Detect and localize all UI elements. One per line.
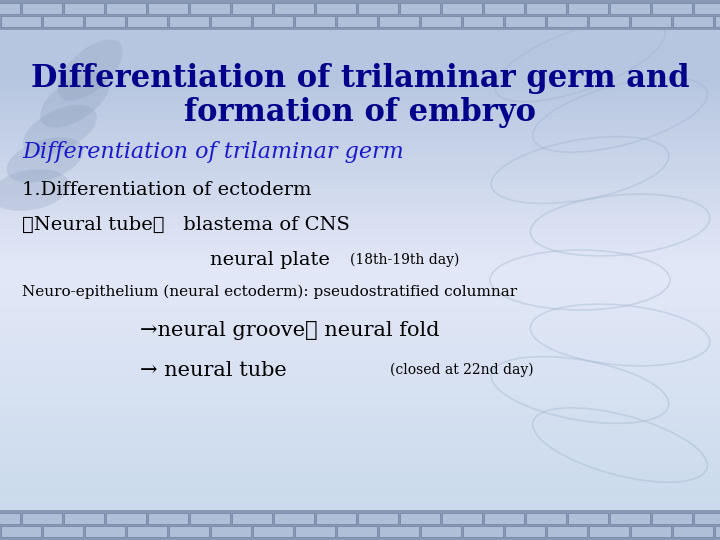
Text: (closed at 22nd day): (closed at 22nd day): [390, 363, 534, 377]
Bar: [85, 16, 125, 27]
Ellipse shape: [23, 105, 97, 155]
Bar: [484, 513, 524, 524]
Bar: [0, 0, 720, 30]
Bar: [589, 16, 629, 27]
Text: Neuro-epithelium (neural ectoderm): pseudostratified columnar: Neuro-epithelium (neural ectoderm): pseu…: [22, 285, 517, 299]
Bar: [253, 16, 293, 27]
Bar: [379, 526, 419, 537]
Text: Differentiation of trilaminar germ: Differentiation of trilaminar germ: [22, 141, 404, 163]
Text: neural plate: neural plate: [210, 251, 336, 269]
Bar: [463, 526, 503, 537]
Bar: [0, 513, 20, 524]
Bar: [379, 16, 419, 27]
Bar: [715, 526, 720, 537]
Bar: [400, 513, 440, 524]
Bar: [505, 16, 545, 27]
Bar: [316, 3, 356, 14]
Bar: [85, 526, 125, 537]
Ellipse shape: [40, 72, 110, 128]
Ellipse shape: [58, 39, 122, 100]
Bar: [22, 3, 62, 14]
Bar: [400, 3, 440, 14]
Bar: [295, 526, 335, 537]
Bar: [526, 513, 566, 524]
Bar: [106, 3, 146, 14]
Text: formation of embryo: formation of embryo: [184, 97, 536, 127]
Bar: [358, 513, 398, 524]
Bar: [127, 526, 167, 537]
Bar: [64, 513, 104, 524]
Bar: [442, 3, 482, 14]
Bar: [274, 3, 314, 14]
Bar: [22, 513, 62, 524]
Bar: [337, 16, 377, 27]
Bar: [694, 3, 720, 14]
Bar: [190, 513, 230, 524]
Bar: [652, 513, 692, 524]
Text: →neural groove， neural fold: →neural groove， neural fold: [140, 321, 439, 340]
Bar: [421, 16, 461, 27]
Bar: [610, 513, 650, 524]
Bar: [631, 526, 671, 537]
Bar: [211, 526, 251, 537]
Bar: [64, 3, 104, 14]
Bar: [43, 526, 83, 537]
Bar: [190, 3, 230, 14]
Bar: [568, 513, 608, 524]
Bar: [316, 513, 356, 524]
Bar: [442, 513, 482, 524]
Bar: [169, 16, 209, 27]
Ellipse shape: [6, 137, 84, 183]
Bar: [715, 16, 720, 27]
Bar: [631, 16, 671, 27]
Text: 1.Differentiation of ectoderm: 1.Differentiation of ectoderm: [22, 181, 312, 199]
Bar: [673, 16, 713, 27]
Bar: [589, 526, 629, 537]
Bar: [253, 526, 293, 537]
Text: Differentiation of trilaminar germ and: Differentiation of trilaminar germ and: [31, 63, 689, 93]
Bar: [673, 526, 713, 537]
Bar: [1, 16, 41, 27]
Bar: [0, 3, 20, 14]
Bar: [421, 526, 461, 537]
Bar: [463, 16, 503, 27]
Bar: [358, 3, 398, 14]
Bar: [694, 513, 720, 524]
Bar: [337, 526, 377, 537]
Bar: [148, 513, 188, 524]
Ellipse shape: [0, 169, 70, 211]
Text: → neural tube: → neural tube: [140, 361, 300, 380]
Bar: [295, 16, 335, 27]
Bar: [610, 3, 650, 14]
Text: (18th-19th day): (18th-19th day): [350, 253, 459, 267]
Bar: [43, 16, 83, 27]
Bar: [169, 526, 209, 537]
Bar: [568, 3, 608, 14]
Bar: [1, 526, 41, 537]
Bar: [505, 526, 545, 537]
Bar: [211, 16, 251, 27]
Bar: [652, 3, 692, 14]
Bar: [547, 526, 587, 537]
Bar: [232, 513, 272, 524]
Bar: [526, 3, 566, 14]
Bar: [0, 510, 720, 540]
Bar: [232, 3, 272, 14]
Text: ①Neural tube：   blastema of CNS: ①Neural tube： blastema of CNS: [22, 216, 350, 234]
Bar: [547, 16, 587, 27]
Bar: [484, 3, 524, 14]
Bar: [106, 513, 146, 524]
Bar: [148, 3, 188, 14]
Bar: [274, 513, 314, 524]
Bar: [127, 16, 167, 27]
